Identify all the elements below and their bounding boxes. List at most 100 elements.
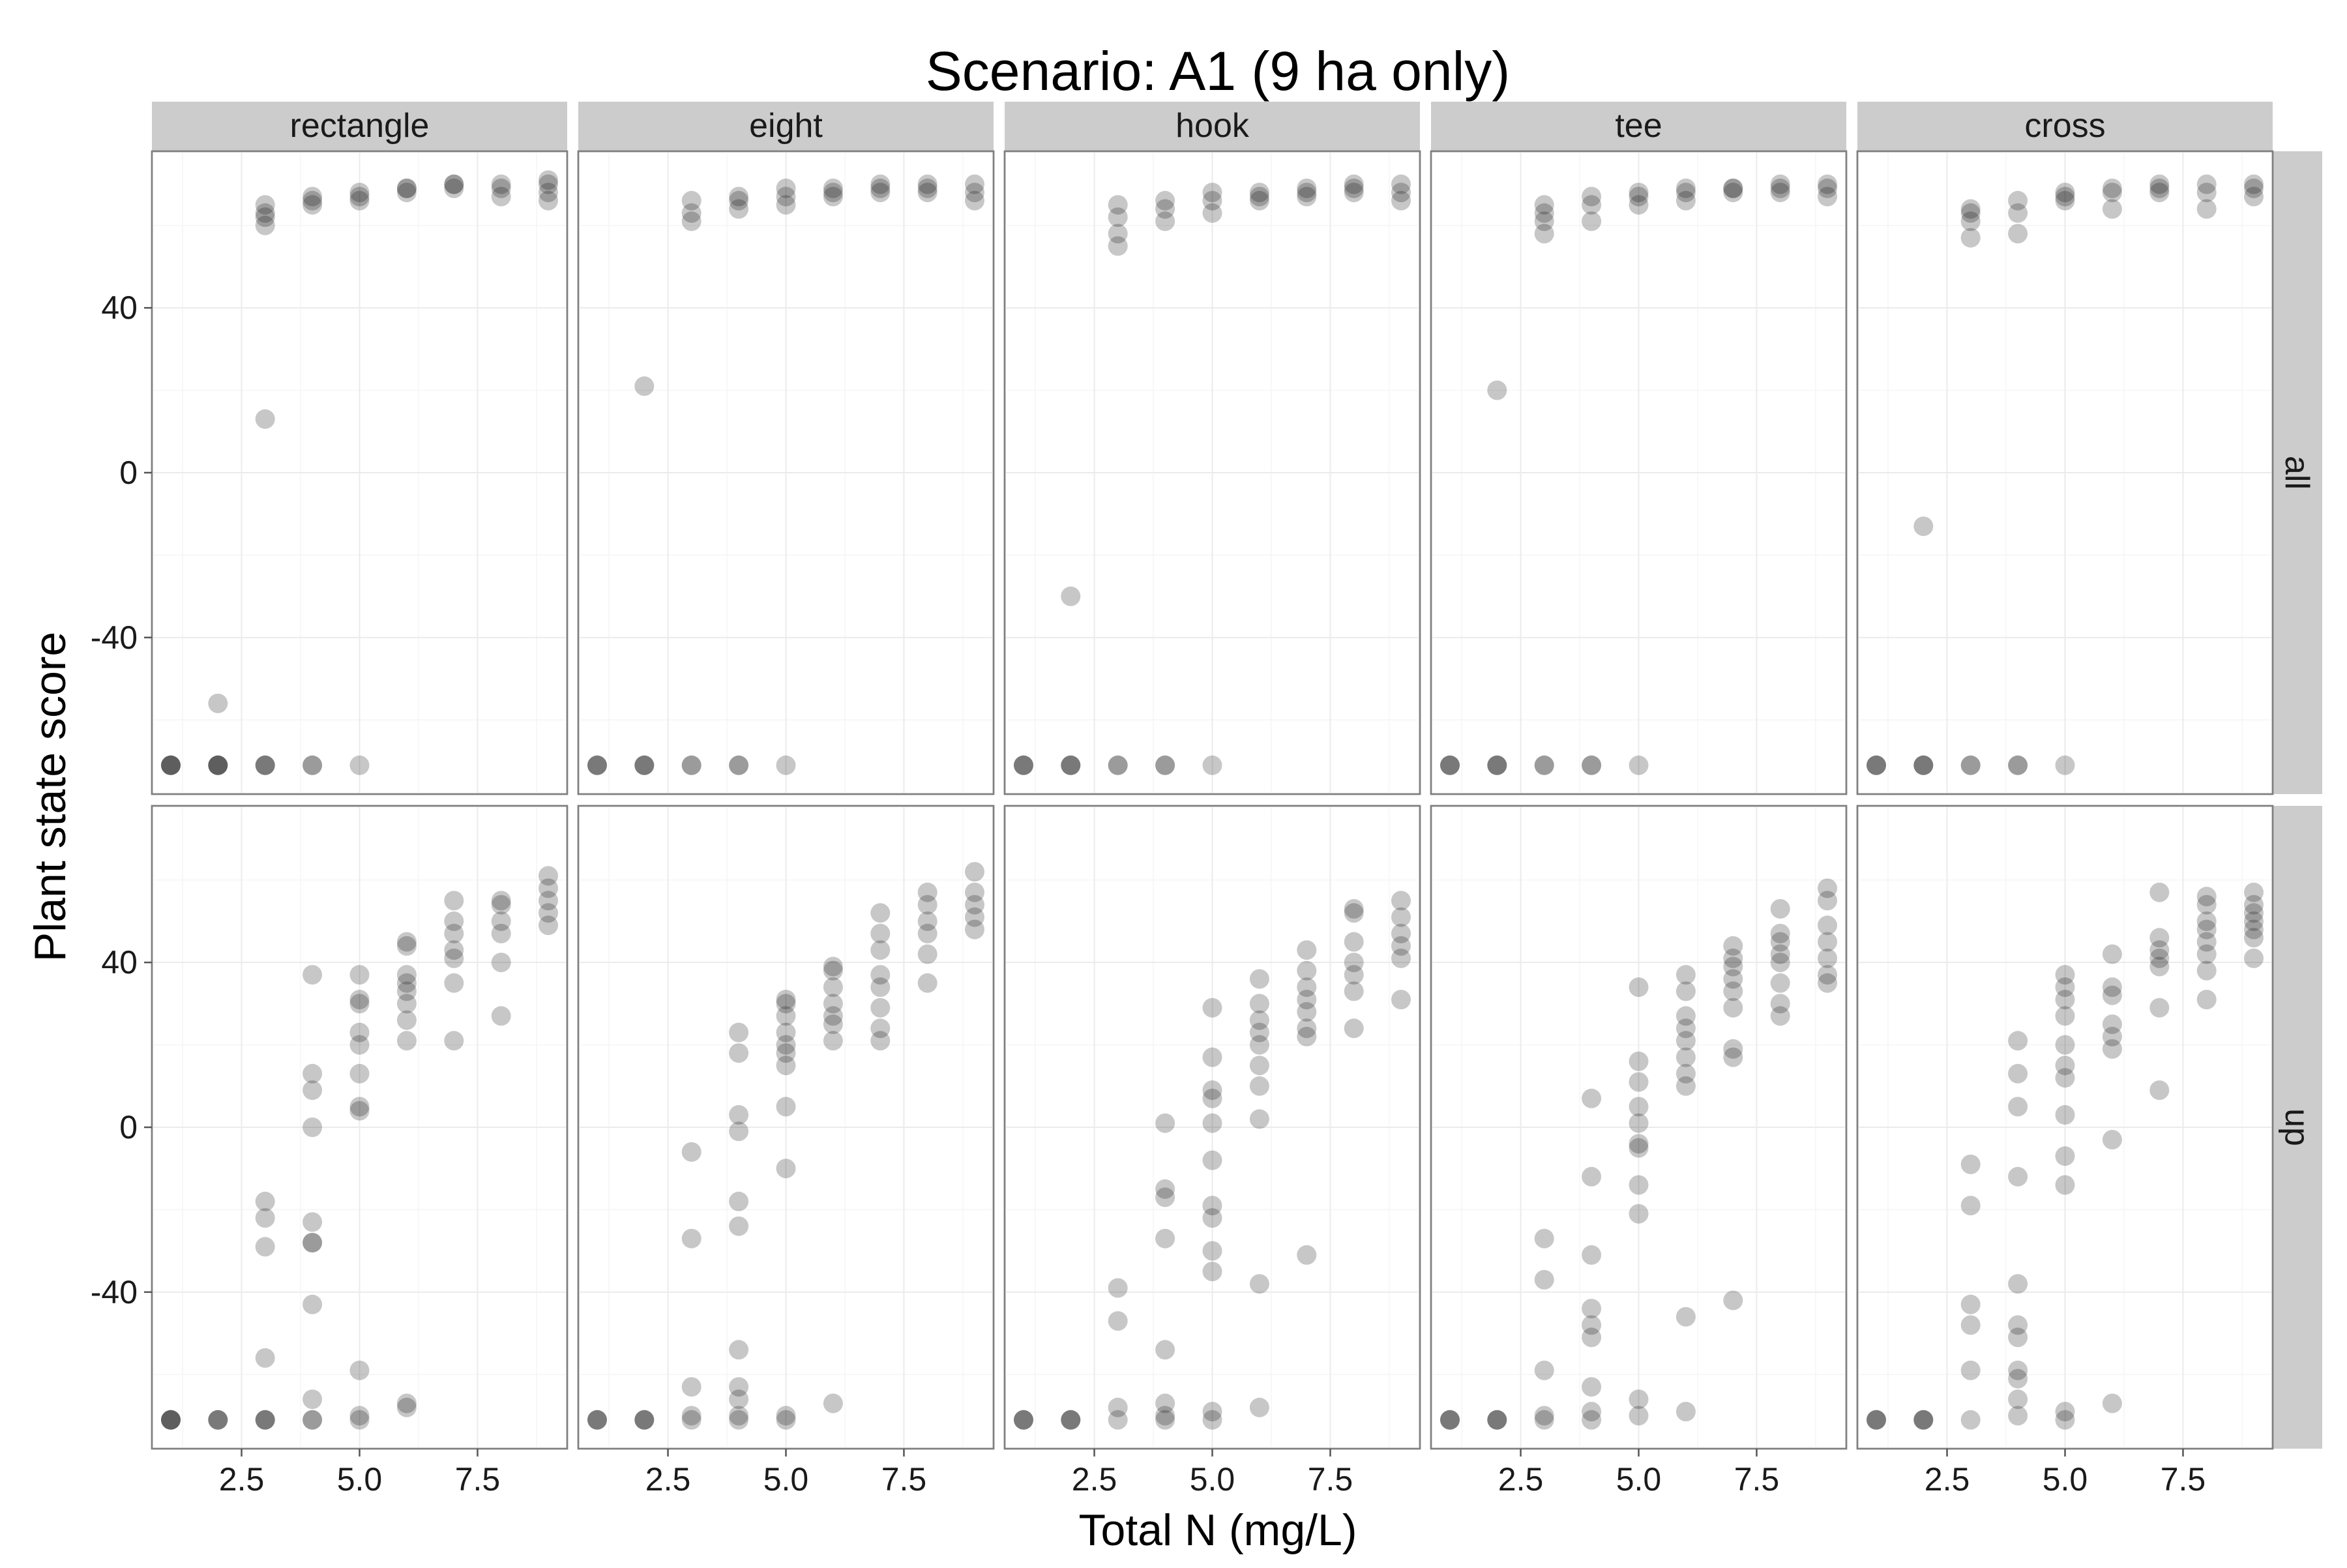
data-point [1061,755,1081,775]
column-strip-cross: cross [1857,102,2273,151]
data-point [1249,1056,1269,1076]
data-point [1249,1274,1269,1294]
data-point [2008,1166,2028,1187]
x-tick-label: 7.5 [1308,1461,1353,1498]
data-point [1960,199,1981,219]
data-point [965,862,984,882]
data-point [1155,1393,1175,1413]
panel-points [1440,878,1837,1430]
data-point [396,1397,417,1417]
panel-grid-lines [578,806,994,1449]
data-point [587,1410,607,1430]
data-point [1249,183,1269,203]
panel-cross-up [1856,805,2274,1450]
data-point [539,170,558,190]
data-point [2149,998,2170,1018]
x-tick-label: 2.5 [645,1461,691,1498]
row-strip-label: up [2278,1108,2316,1146]
data-point [396,932,417,952]
data-point [1014,1410,1033,1430]
data-point [917,923,937,943]
data-point [870,903,891,923]
data-point [444,923,464,943]
data-point [349,186,370,207]
data-point [1534,755,1554,775]
data-point [2055,1146,2075,1166]
data-point [681,1410,701,1430]
data-point [1960,1315,1981,1335]
data-point [1344,981,1364,1001]
panel-points [1014,174,1411,775]
data-point [1344,178,1364,198]
data-point [729,1105,749,1125]
panel-grid-lines [578,151,994,794]
data-point [1297,990,1317,1010]
data-point [303,186,323,207]
data-point [965,174,984,194]
data-point [491,186,511,207]
data-point [917,882,937,902]
data-point [1675,1006,1696,1026]
data-point [1723,178,1743,198]
x-tick-label: 2.5 [1072,1461,1117,1498]
data-point [917,178,937,198]
data-point [1582,1166,1602,1187]
data-point [1297,183,1317,203]
data-point [1675,1063,1696,1084]
data-point [161,1410,181,1430]
data-point [1582,1410,1602,1430]
data-point [444,891,464,911]
data-point [1108,1278,1128,1298]
data-point [349,965,370,985]
data-point [2196,887,2217,907]
data-point [681,755,701,775]
panel-grid-lines [1431,151,1846,794]
data-point [2008,224,2028,244]
data-point [303,190,323,211]
data-point [1913,755,1934,775]
data-point [396,994,417,1014]
data-point [1913,1410,1934,1430]
data-point [965,907,984,927]
data-point [539,915,558,936]
data-point [1534,211,1554,231]
data-point [2196,960,2217,981]
data-point [303,1389,323,1410]
data-point [1534,1406,1554,1426]
data-point [539,866,558,886]
data-point [303,1080,323,1101]
data-point [2008,1315,2028,1335]
data-point [349,190,370,211]
data-point [1534,195,1554,215]
data-point [349,183,370,203]
chart-title: Scenario: A1 (9 ha only) [926,40,1511,102]
data-point [1249,1109,1269,1129]
data-point [587,1410,607,1430]
data-point [208,755,228,775]
data-point [1913,516,1934,537]
data-point [208,1410,228,1430]
data-point [634,755,655,775]
data-point [681,190,701,211]
data-point [1249,969,1269,989]
data-point [2055,186,2075,207]
data-point [349,1101,370,1121]
data-point [1344,183,1364,203]
data-point [396,178,417,198]
data-point [776,195,796,215]
data-point [255,1208,275,1228]
data-point [2102,183,2122,203]
data-point [255,207,275,228]
panel-points [161,866,558,1430]
data-point [1249,994,1269,1014]
data-point [2055,755,2075,775]
data-point [776,1159,796,1179]
data-point [1675,981,1696,1001]
data-point [2149,1080,2170,1101]
data-point [396,1031,417,1051]
panel-hook-up [1003,805,1421,1450]
data-point [2244,903,2264,923]
x-axis-title: Total N (mg/L) [1079,1505,1357,1555]
data-point [303,755,323,775]
data-point [1582,1377,1602,1397]
